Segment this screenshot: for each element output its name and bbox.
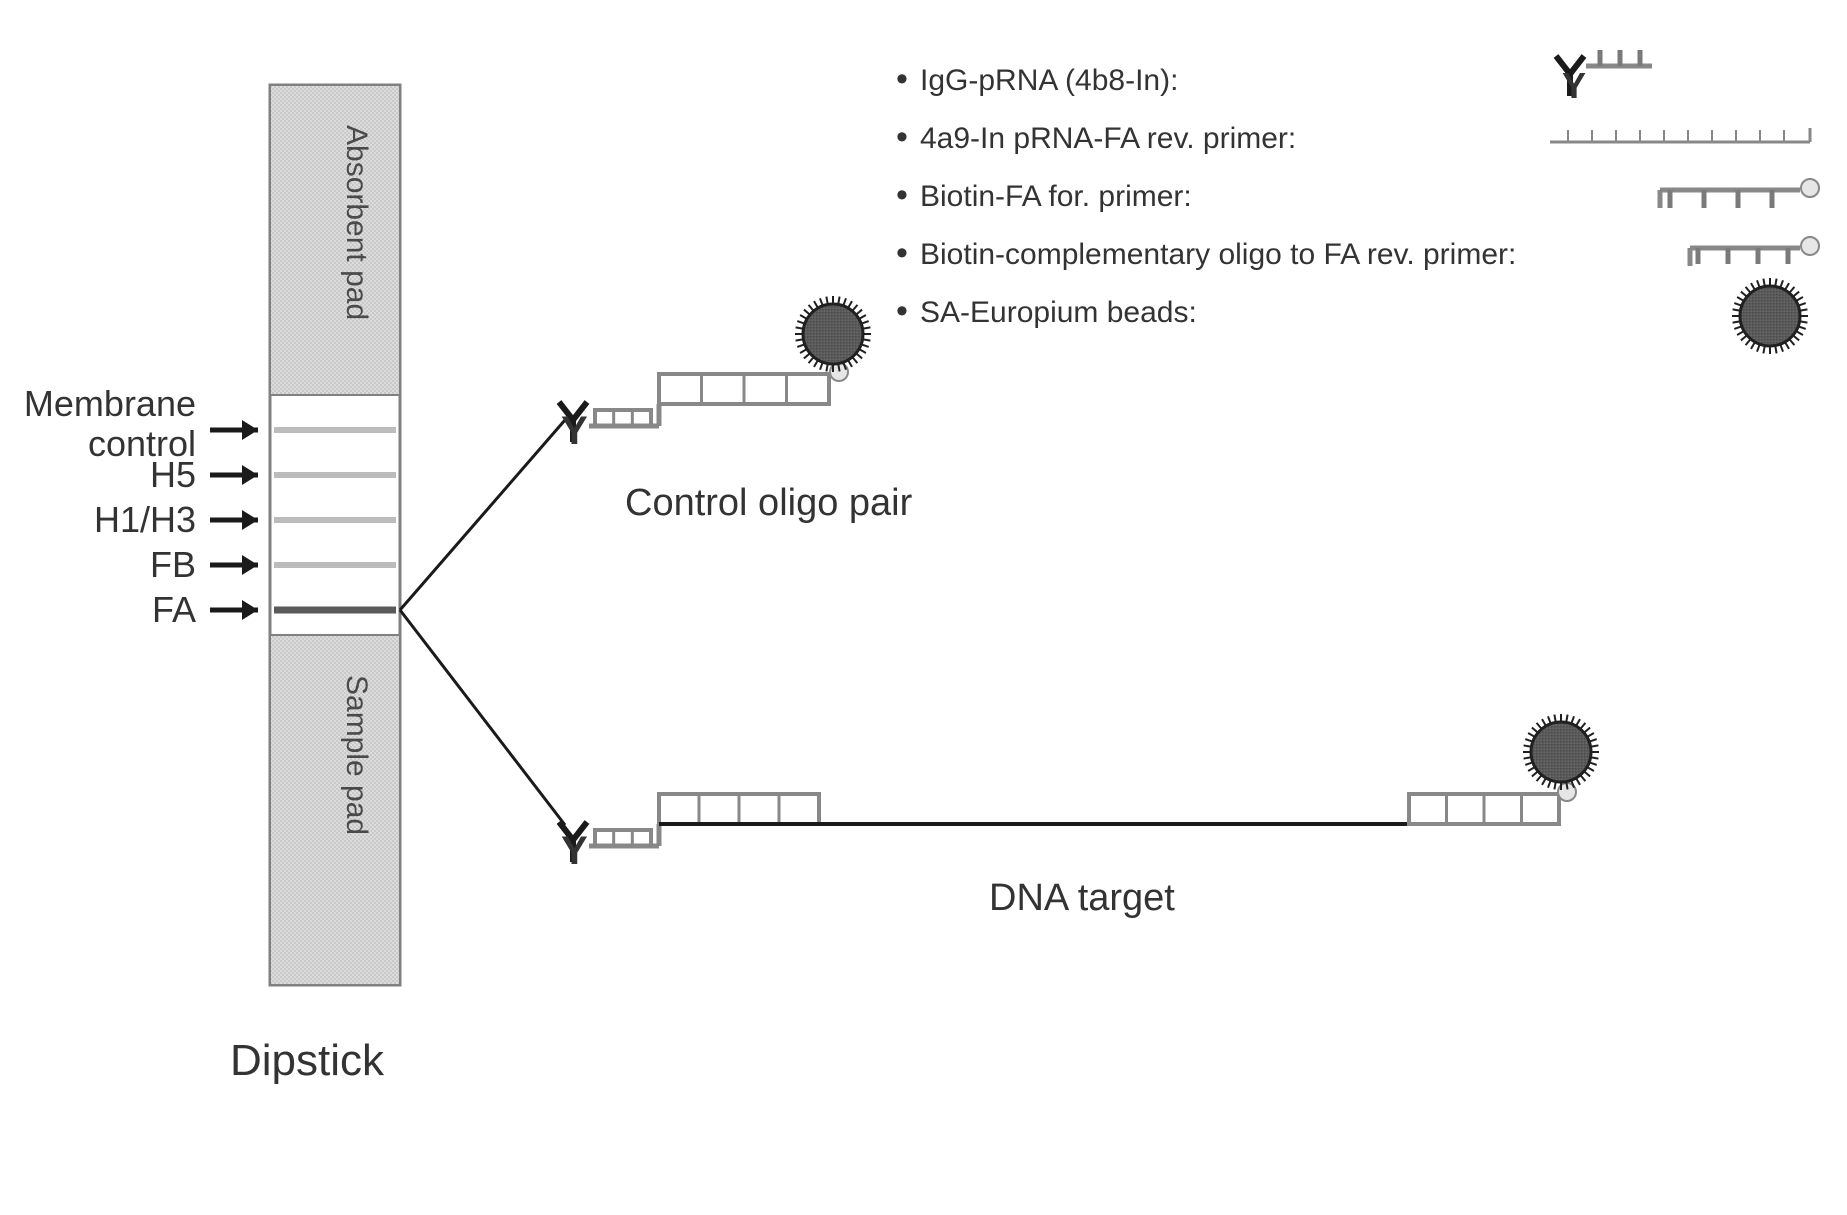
legend-label: IgG-pRNA (4b8-In):: [920, 64, 1178, 97]
bullet: •: [896, 60, 908, 98]
bullet: •: [896, 292, 908, 330]
absorbent-pad: [270, 85, 400, 395]
arrow-head: [242, 555, 258, 575]
arrow-head: [242, 600, 258, 620]
arrow-head: [242, 465, 258, 485]
bead-icon: [795, 296, 871, 372]
absorbent-pad-label: Absorbent pad: [340, 125, 373, 320]
band-label: FB: [150, 544, 196, 585]
band-label: H1/H3: [94, 499, 196, 540]
band-label: H5: [150, 454, 196, 495]
legend-icon: [1550, 128, 1810, 142]
y-glyph: Y: [1562, 65, 1586, 106]
dna-target-diagram: [559, 714, 1599, 862]
legend-label: SA-Europium beads:: [920, 296, 1197, 329]
bead-icon: [1732, 278, 1808, 354]
legend-icon: [1732, 278, 1808, 354]
biotin-icon: [1801, 179, 1819, 197]
canvas: Absorbent pad Sample pad MembranecontrolH5…: [0, 0, 1847, 1215]
bead-icon: [1523, 714, 1599, 790]
biotin-icon: [1801, 237, 1819, 255]
legend-icon: [1690, 237, 1819, 266]
bullet: •: [896, 234, 908, 272]
legend-icon: [1660, 179, 1819, 208]
control-oligo-diagram: [559, 296, 871, 442]
dna-target-label: DNA target: [989, 877, 1175, 919]
legend-label: Biotin-FA for. primer:: [920, 180, 1192, 213]
y-glyph: Y: [561, 409, 588, 453]
sample-pad: [270, 635, 400, 985]
sample-pad-label: Sample pad: [340, 675, 373, 835]
bullet: •: [896, 118, 908, 156]
callout-line-upper: [400, 420, 565, 610]
legend-label: 4a9-In pRNA-FA rev. primer:: [920, 122, 1296, 155]
band-label: Membranecontrol: [24, 383, 196, 464]
band-label: FA: [152, 589, 196, 630]
callout-line-lower: [400, 610, 565, 825]
arrow-head: [242, 510, 258, 530]
dipstick-label: Dipstick: [230, 1036, 385, 1085]
control-oligo-label: Control oligo pair: [625, 482, 913, 524]
arrow-head: [242, 420, 258, 440]
bullet: •: [896, 176, 908, 214]
y-glyph: Y: [561, 829, 588, 873]
diagram-svg: Absorbent pad Sample pad MembranecontrolH5…: [0, 0, 1847, 1215]
legend-label: Biotin-complementary oligo to FA rev. pr…: [920, 238, 1516, 271]
